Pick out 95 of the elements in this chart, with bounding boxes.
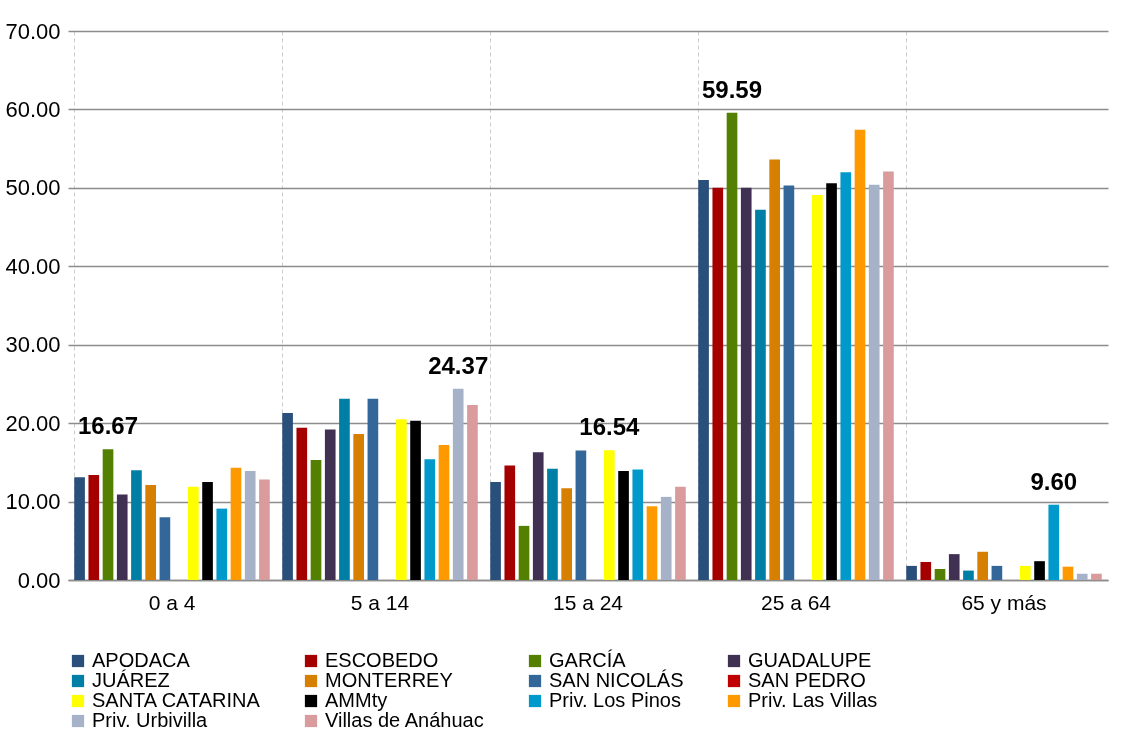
bar <box>840 172 852 580</box>
bar <box>769 159 780 580</box>
bar <box>353 434 364 580</box>
legend-label: GUADALUPE <box>748 649 872 671</box>
bar <box>424 459 436 580</box>
x-tick-label: 65 y más <box>961 590 1047 614</box>
bar <box>854 129 866 580</box>
bar <box>216 508 228 580</box>
bar <box>883 171 894 580</box>
bar <box>1048 504 1060 580</box>
bar <box>159 517 171 580</box>
bar <box>1034 561 1045 580</box>
bar <box>504 465 516 580</box>
bar <box>575 450 587 580</box>
bar <box>1076 573 1088 580</box>
data-label: 24.37 <box>428 351 489 379</box>
legend-label: SAN NICOLÁS <box>549 669 684 691</box>
legend-label: SAN PEDRO <box>748 669 866 691</box>
bar <box>467 405 478 580</box>
legend-label: ESCOBEDO <box>325 649 439 671</box>
bar <box>646 506 658 580</box>
y-tick-label: 60.00 <box>5 96 61 122</box>
legend-label: JUÁREZ <box>92 669 170 691</box>
bar <box>755 209 766 580</box>
bar <box>532 452 544 580</box>
legend-label: Priv. Urbivilla <box>92 709 209 731</box>
bar <box>812 194 823 580</box>
data-label: 16.67 <box>77 412 139 440</box>
bar <box>740 187 752 580</box>
bar <box>88 474 100 580</box>
bar <box>1062 566 1074 580</box>
bar <box>145 485 156 580</box>
x-tick-label: 0 a 4 <box>148 590 196 614</box>
bar <box>906 565 917 580</box>
bar <box>698 180 709 580</box>
legend-label: Priv. Los Pinos <box>549 689 681 711</box>
bar <box>712 187 724 580</box>
bar <box>726 112 738 580</box>
bar <box>991 565 1003 580</box>
bar <box>977 551 988 580</box>
bar <box>660 496 672 580</box>
x-tick-label: 25 a 64 <box>760 590 832 614</box>
bar <box>367 398 379 580</box>
bar <box>244 470 256 580</box>
bar <box>324 429 336 580</box>
y-tick-label: 20.00 <box>5 410 61 436</box>
bar <box>934 569 946 580</box>
bar <box>547 468 558 580</box>
data-label: 16.54 <box>579 413 641 441</box>
bar <box>296 427 308 580</box>
bar <box>632 469 644 580</box>
y-tick-label: 40.00 <box>5 253 61 279</box>
bar <box>116 494 128 580</box>
bar <box>230 467 242 580</box>
bar <box>1091 573 1102 580</box>
legend-label: AMMty <box>325 689 388 711</box>
bar <box>282 412 293 580</box>
bar <box>131 470 142 580</box>
bar <box>490 481 501 580</box>
x-tick-label: 15 a 24 <box>552 590 624 614</box>
bar <box>518 525 530 580</box>
y-tick-label: 70.00 <box>5 18 61 44</box>
bar <box>963 570 974 580</box>
data-label: 9.60 <box>1030 467 1078 495</box>
legend-label: MONTERREY <box>325 669 453 691</box>
bar <box>310 460 322 580</box>
bar <box>1020 565 1031 580</box>
bar <box>438 445 450 580</box>
bar <box>948 554 960 580</box>
bar <box>618 470 629 580</box>
bar <box>102 449 114 580</box>
bar <box>920 561 932 580</box>
bar <box>783 185 795 580</box>
legend-label: GARCÍA <box>549 649 627 671</box>
x-tick-label: 5 a 14 <box>350 590 410 614</box>
bar <box>675 486 686 580</box>
legend-label: SANTA CATARINA <box>92 689 261 711</box>
y-tick-label: 0.00 <box>17 567 61 593</box>
data-label: 59.59 <box>701 75 763 103</box>
bar <box>202 481 213 580</box>
bar <box>259 479 270 580</box>
y-tick-label: 50.00 <box>5 175 61 201</box>
y-tick-label: 10.00 <box>5 489 61 515</box>
bar <box>868 184 880 580</box>
bar <box>452 388 464 580</box>
bar <box>561 488 572 580</box>
bar <box>74 477 85 580</box>
bar <box>826 183 837 580</box>
bar <box>188 486 199 580</box>
bar <box>339 398 350 580</box>
legend-label: Priv. Las Villas <box>748 689 878 711</box>
bar <box>604 450 615 580</box>
bar <box>410 420 421 580</box>
y-tick-label: 30.00 <box>5 332 61 358</box>
bar <box>396 419 407 580</box>
